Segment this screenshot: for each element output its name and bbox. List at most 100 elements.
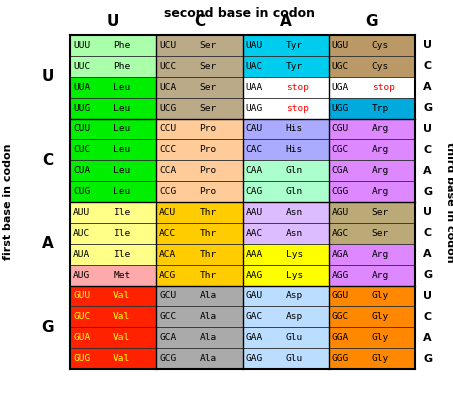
Text: Lys: Lys	[286, 250, 303, 259]
Bar	[156, 35, 242, 56]
Text: Tyr: Tyr	[286, 62, 303, 71]
Text: AUA: AUA	[73, 250, 90, 259]
Text: Ser: Ser	[199, 41, 217, 50]
Text: UUA: UUA	[73, 83, 90, 92]
Text: AAA: AAA	[246, 250, 263, 259]
Bar	[156, 118, 242, 139]
Bar	[242, 35, 329, 56]
Text: CGG: CGG	[332, 187, 349, 196]
Text: Gly: Gly	[372, 291, 389, 301]
Bar	[329, 56, 415, 77]
Text: Val: Val	[113, 333, 130, 342]
Bar	[70, 285, 156, 306]
Bar	[329, 348, 415, 369]
Bar	[329, 327, 415, 348]
Text: U: U	[107, 15, 119, 29]
Text: UCC: UCC	[159, 62, 177, 71]
Bar	[156, 56, 242, 77]
Text: AAG: AAG	[246, 271, 263, 279]
Text: Pro: Pro	[199, 166, 217, 175]
Text: AAC: AAC	[246, 229, 263, 238]
Bar	[70, 98, 156, 118]
Bar	[242, 265, 329, 285]
Text: Phe: Phe	[113, 41, 130, 50]
Bar	[329, 223, 415, 244]
Text: third base in codon: third base in codon	[445, 142, 453, 262]
Bar	[70, 139, 156, 160]
Text: AGC: AGC	[332, 229, 349, 238]
Text: CAU: CAU	[246, 124, 263, 133]
Text: U: U	[423, 40, 432, 50]
Text: AUG: AUG	[73, 271, 90, 279]
Text: UCU: UCU	[159, 41, 177, 50]
Text: UAC: UAC	[246, 62, 263, 71]
Bar	[70, 265, 156, 285]
Text: GUC: GUC	[73, 312, 90, 321]
Text: stop: stop	[286, 83, 308, 92]
Bar	[156, 160, 242, 181]
Text: Thr: Thr	[199, 271, 217, 279]
Text: UCA: UCA	[159, 83, 177, 92]
Bar	[156, 223, 242, 244]
Bar	[329, 244, 415, 265]
Text: Leu: Leu	[113, 83, 130, 92]
Text: Asp: Asp	[286, 291, 303, 301]
Text: GAU: GAU	[246, 291, 263, 301]
Text: Val: Val	[113, 312, 130, 321]
Bar	[242, 202, 329, 223]
Bar	[156, 285, 242, 306]
Text: U: U	[42, 69, 54, 84]
Text: Ser: Ser	[372, 208, 389, 217]
Text: Val: Val	[113, 291, 130, 301]
Text: GAC: GAC	[246, 312, 263, 321]
Text: CUA: CUA	[73, 166, 90, 175]
Bar	[242, 56, 329, 77]
Text: stop: stop	[372, 83, 395, 92]
Text: Gln: Gln	[286, 166, 303, 175]
Text: Ala: Ala	[199, 333, 217, 342]
Text: CGA: CGA	[332, 166, 349, 175]
Text: GAG: GAG	[246, 354, 263, 363]
Text: Arg: Arg	[372, 145, 389, 154]
Bar	[70, 56, 156, 77]
Bar	[70, 35, 156, 56]
Bar	[156, 202, 242, 223]
Bar	[329, 77, 415, 98]
Text: GGG: GGG	[332, 354, 349, 363]
Text: AGU: AGU	[332, 208, 349, 217]
Text: ACC: ACC	[159, 229, 177, 238]
Text: A: A	[423, 249, 432, 259]
Text: A: A	[423, 166, 432, 176]
Text: CCG: CCG	[159, 187, 177, 196]
Text: Gly: Gly	[372, 312, 389, 321]
Text: AGG: AGG	[332, 271, 349, 279]
Bar	[70, 244, 156, 265]
Bar	[156, 244, 242, 265]
Text: A: A	[42, 236, 54, 251]
Text: UUG: UUG	[73, 104, 90, 113]
Text: G: G	[423, 103, 432, 113]
Text: Asn: Asn	[286, 208, 303, 217]
Text: Cys: Cys	[372, 62, 389, 71]
Text: Thr: Thr	[199, 208, 217, 217]
Text: AUC: AUC	[73, 229, 90, 238]
Bar	[156, 139, 242, 160]
Text: UGA: UGA	[332, 83, 349, 92]
Text: C: C	[423, 61, 431, 71]
Bar	[70, 118, 156, 139]
Text: Cys: Cys	[372, 41, 389, 50]
Text: Thr: Thr	[199, 229, 217, 238]
Text: Asp: Asp	[286, 312, 303, 321]
Text: Pro: Pro	[199, 145, 217, 154]
Text: Met: Met	[113, 271, 130, 279]
Bar	[242, 98, 329, 118]
Text: C: C	[423, 312, 431, 322]
Text: UAA: UAA	[246, 83, 263, 92]
Bar	[329, 285, 415, 306]
Bar	[242, 348, 329, 369]
Bar	[242, 77, 329, 98]
Text: GUA: GUA	[73, 333, 90, 342]
Bar	[242, 181, 329, 202]
Text: G: G	[423, 354, 432, 364]
Text: Leu: Leu	[113, 145, 130, 154]
